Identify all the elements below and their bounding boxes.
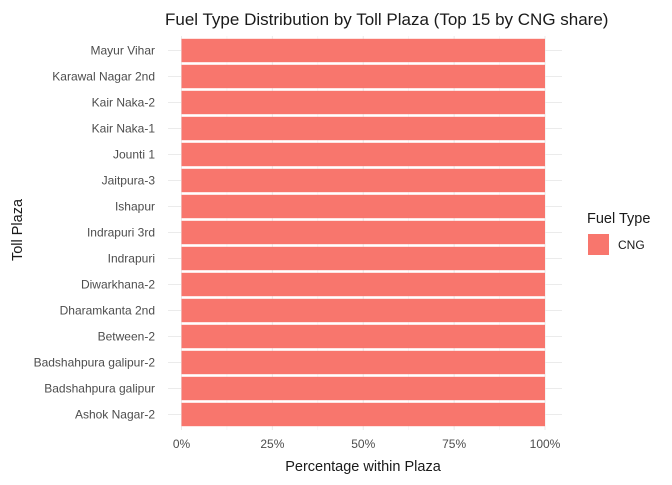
- bar-cng: [181, 38, 545, 63]
- y-tick-labels: Mayur Vihar Karawal Nagar 2nd Kair Naka-2 K…: [34, 44, 156, 422]
- y-tick-label: Between-2: [98, 330, 156, 344]
- bar-cng: [181, 272, 545, 297]
- bar-cng: [181, 376, 545, 401]
- legend: Fuel Type CNG: [587, 211, 650, 255]
- x-axis-label: Percentage within Plaza: [285, 459, 441, 475]
- x-tick-label: 75%: [442, 437, 466, 451]
- x-tick-labels: 0% 25% 50% 75% 100%: [173, 437, 561, 451]
- bar-cng: [181, 402, 545, 427]
- legend-title: Fuel Type: [587, 211, 650, 227]
- legend-key: [588, 234, 609, 255]
- bar-cng: [181, 220, 545, 245]
- bar-cng: [181, 298, 545, 323]
- legend-label: CNG: [618, 238, 645, 252]
- bar-cng: [181, 246, 545, 271]
- y-tick-label: Mayur Vihar: [91, 44, 155, 58]
- x-tick-label: 25%: [260, 437, 284, 451]
- x-tick-label: 0%: [173, 437, 191, 451]
- y-tick-label: Ishapur: [115, 200, 155, 214]
- y-tick-label: Jounti 1: [113, 148, 155, 162]
- y-tick-label: Ashok Nagar-2: [75, 408, 155, 422]
- chart-title: Fuel Type Distribution by Toll Plaza (To…: [165, 10, 608, 29]
- bar-cng: [181, 90, 545, 115]
- y-tick-label: Kair Naka-2: [92, 96, 156, 110]
- legend-items: CNG: [588, 234, 645, 255]
- y-axis-label: Toll Plaza: [10, 198, 26, 261]
- y-tick-label: Indrapuri: [108, 252, 155, 266]
- bar-cng: [181, 64, 545, 89]
- y-tick-label: Badshahpura galipur-2: [34, 356, 156, 370]
- y-tick-label: Badshahpura galipur: [44, 382, 155, 396]
- x-tick-label: 100%: [530, 437, 561, 451]
- y-tick-label: Kair Naka-1: [92, 122, 156, 136]
- bar-cng: [181, 194, 545, 219]
- x-tick-label: 50%: [351, 437, 375, 451]
- y-tick-label: Jaitpura-3: [102, 174, 156, 188]
- bar-layer: [181, 38, 545, 427]
- y-tick-label: Karawal Nagar 2nd: [52, 70, 155, 84]
- y-tick-label: Diwarkhana-2: [81, 278, 155, 292]
- y-tick-label: Dharamkanta 2nd: [60, 304, 155, 318]
- bar-cng: [181, 350, 545, 375]
- bar-cng: [181, 324, 545, 349]
- y-tick-label: Indrapuri 3rd: [87, 226, 155, 240]
- bar-cng: [181, 142, 545, 167]
- bar-cng: [181, 168, 545, 193]
- bar-cng: [181, 116, 545, 141]
